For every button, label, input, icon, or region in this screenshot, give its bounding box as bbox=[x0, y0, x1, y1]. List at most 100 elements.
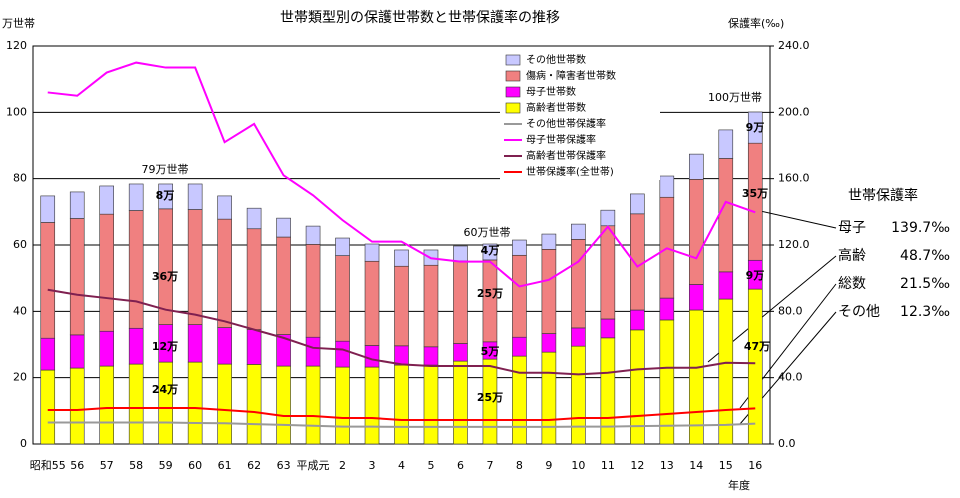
bar-segment bbox=[512, 336, 527, 357]
bar-segment bbox=[512, 254, 527, 338]
bar-segment bbox=[364, 345, 380, 368]
bar-segment bbox=[187, 183, 203, 210]
y-tick-label: 120 bbox=[6, 39, 27, 52]
bar-segment bbox=[128, 327, 144, 365]
bar-segment bbox=[718, 271, 734, 300]
bar-segment bbox=[99, 185, 114, 215]
legend-label: 母子世帯数 bbox=[526, 85, 576, 98]
bar-segment bbox=[541, 233, 557, 250]
x-tick-label: 8 bbox=[516, 459, 523, 472]
annotation: 8万 bbox=[156, 189, 175, 202]
bar-segment bbox=[659, 175, 675, 198]
bar-segment bbox=[276, 217, 291, 238]
bar-segment bbox=[276, 365, 291, 445]
annotation: 5万 bbox=[481, 345, 500, 358]
bar-segment bbox=[69, 367, 85, 445]
bar-segment bbox=[600, 209, 616, 227]
annotation: 4万 bbox=[481, 244, 500, 257]
legend-swatch bbox=[505, 102, 521, 114]
y2-axis-title: 保護率(‰) bbox=[728, 16, 784, 30]
legend-label: 高齢者世帯保護率 bbox=[526, 149, 606, 162]
bar-segment bbox=[69, 191, 85, 219]
legend-box bbox=[500, 52, 660, 180]
x-tick-label: 12 bbox=[630, 459, 644, 472]
bar-segment bbox=[747, 288, 763, 445]
annotation: 9万 bbox=[746, 121, 765, 134]
y2-tick-label: 200.0 bbox=[778, 105, 810, 118]
bar-segment bbox=[747, 111, 763, 144]
bar-segment bbox=[718, 298, 734, 445]
legend-label: その他世帯数 bbox=[526, 53, 586, 66]
legend-swatch bbox=[505, 86, 521, 98]
x-tick-label: 平成元 bbox=[297, 459, 330, 472]
bar-segment bbox=[335, 255, 350, 342]
bar-segment bbox=[246, 329, 262, 365]
legend-label: 高齢者世帯数 bbox=[526, 101, 586, 114]
panel-label: 高齢 bbox=[838, 247, 866, 264]
bar-segment bbox=[69, 218, 85, 336]
legend-label: 世帯保護率(全世帯) bbox=[526, 165, 614, 178]
y-tick-label: 100 bbox=[6, 105, 27, 118]
y-tick-label: 0 bbox=[20, 437, 27, 450]
bar-segment bbox=[600, 225, 616, 320]
annotation: 25万 bbox=[477, 287, 503, 300]
bar-segment bbox=[394, 364, 409, 445]
y2-tick-label: 240.0 bbox=[778, 39, 810, 52]
x-tick-label: 2 bbox=[339, 459, 346, 472]
bar-segment bbox=[394, 265, 409, 347]
bar-segment bbox=[246, 207, 262, 230]
y2-tick-label: 0.0 bbox=[778, 437, 796, 450]
panel-label: その他 bbox=[838, 304, 880, 320]
y-tick-label: 60 bbox=[13, 238, 27, 251]
x-tick-label: 5 bbox=[427, 459, 434, 472]
x-tick-label: 10 bbox=[571, 459, 585, 472]
bar-segment bbox=[423, 264, 439, 348]
bar-segment bbox=[40, 195, 56, 223]
bar-segment bbox=[158, 361, 173, 445]
bar-segment bbox=[187, 324, 203, 363]
annotation: 47万 bbox=[744, 340, 770, 353]
x-tick-label: 62 bbox=[247, 459, 261, 472]
x-tick-label: 14 bbox=[689, 459, 703, 472]
x-tick-label: 56 bbox=[70, 459, 84, 472]
bar-segment bbox=[305, 225, 321, 245]
panel-label: 総数 bbox=[838, 276, 866, 292]
y-axis-title: 万世帯 bbox=[2, 17, 35, 30]
bar-segment bbox=[246, 228, 262, 330]
x-tick-label: 63 bbox=[277, 459, 291, 472]
rate-line bbox=[47, 421, 756, 428]
bar-segment bbox=[659, 297, 675, 321]
bar-segment bbox=[69, 334, 85, 369]
panel-title: 世帯保護率 bbox=[848, 187, 918, 204]
x-tick-label: 15 bbox=[719, 459, 733, 472]
bar-segment bbox=[158, 183, 173, 210]
x-tick-label: 6 bbox=[457, 459, 464, 472]
bar-segment bbox=[217, 195, 232, 220]
annotation: 12万 bbox=[152, 340, 178, 353]
bar-segment bbox=[364, 260, 380, 346]
bar-segment bbox=[40, 337, 56, 371]
legend-label: その他世帯保護率 bbox=[526, 117, 606, 130]
x-tick-label: 58 bbox=[129, 459, 143, 472]
rate-line bbox=[47, 288, 756, 376]
x-tick-label: 9 bbox=[545, 459, 552, 472]
bar-segment bbox=[187, 209, 203, 325]
bar-segment bbox=[99, 213, 114, 332]
annotation: 60万世帯 bbox=[464, 226, 511, 239]
y2-tick-label: 80.0 bbox=[778, 304, 803, 317]
annotation: 79万世帯 bbox=[142, 163, 189, 176]
bar-segment bbox=[482, 243, 498, 261]
annotation: 35万 bbox=[742, 187, 768, 200]
x-tick-label: 61 bbox=[218, 459, 232, 472]
bar-segment bbox=[688, 309, 704, 445]
y2-tick-label: 160.0 bbox=[778, 172, 810, 185]
bar-segment bbox=[600, 318, 616, 339]
x-tick-label: 57 bbox=[100, 459, 114, 472]
bar-segment bbox=[747, 142, 763, 261]
bar-segment bbox=[394, 249, 409, 267]
bar-segment bbox=[276, 236, 291, 335]
annotation: 24万 bbox=[152, 383, 178, 396]
panel-value: 139.7‰ bbox=[891, 220, 950, 236]
bar-segment bbox=[453, 360, 468, 445]
